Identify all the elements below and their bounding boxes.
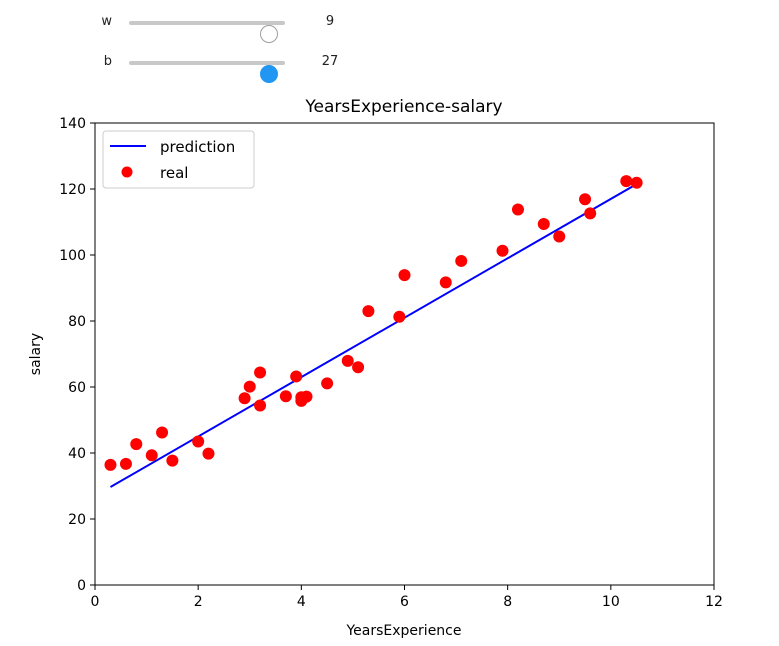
data-point — [104, 458, 117, 471]
chart-title: YearsExperience-salary — [304, 97, 502, 117]
x-tick-label: 0 — [91, 594, 100, 610]
data-point — [496, 244, 509, 257]
x-tick-label: 2 — [194, 594, 203, 610]
data-point — [630, 176, 643, 189]
x-tick-label: 12 — [705, 594, 723, 610]
data-point — [145, 449, 158, 462]
y-tick-label: 120 — [59, 182, 86, 198]
data-point — [511, 203, 524, 216]
y-tick-label: 140 — [59, 116, 86, 132]
data-point — [553, 230, 566, 243]
slider-b-label: b — [103, 54, 112, 69]
x-tick-label: 4 — [297, 594, 306, 610]
slider-w-track[interactable] — [129, 21, 285, 43]
x-tick-label: 6 — [400, 594, 409, 610]
data-point — [584, 207, 597, 220]
x-axis-label: YearsExperience — [345, 623, 461, 639]
plot-frame — [94, 122, 715, 586]
slider-w-thumb[interactable] — [260, 25, 279, 43]
slider-w-label: w — [101, 14, 112, 29]
data-point — [238, 392, 251, 405]
data-point — [352, 361, 365, 374]
data-point — [579, 193, 592, 206]
plot-area — [104, 175, 643, 488]
data-point — [279, 390, 292, 403]
x-tick-label: 8 — [503, 594, 512, 610]
x-tick-label: 10 — [602, 594, 620, 610]
y-axis-label: salary — [28, 333, 44, 375]
data-point — [243, 380, 256, 393]
y-tick-label: 20 — [68, 512, 86, 528]
prediction-line — [109, 183, 638, 488]
data-point — [398, 269, 411, 282]
data-point — [321, 377, 334, 390]
data-point — [290, 370, 303, 383]
y-tick-label: 0 — [77, 578, 86, 594]
slider-w-value: 9 — [325, 14, 335, 29]
data-point — [192, 435, 205, 448]
data-point — [439, 276, 452, 289]
y-tick-label: 60 — [68, 380, 86, 396]
legend-label-real: real — [160, 164, 188, 182]
data-point — [254, 399, 267, 412]
data-point — [341, 354, 354, 367]
data-point — [620, 175, 633, 188]
slider-row-b: b 27 — [80, 49, 380, 83]
data-point — [119, 457, 132, 470]
data-point — [455, 254, 468, 267]
y-tick-label: 40 — [68, 446, 86, 462]
data-point — [130, 438, 143, 451]
y-tick-label: 80 — [68, 314, 86, 330]
data-point — [202, 447, 215, 460]
data-point — [537, 217, 550, 230]
legend: prediction real — [102, 130, 255, 189]
slider-b-value: 27 — [321, 54, 339, 69]
data-point — [166, 454, 179, 467]
data-point — [362, 305, 375, 318]
data-point — [300, 390, 313, 403]
slider-b-thumb[interactable] — [260, 65, 279, 83]
slider-b-track[interactable] — [129, 61, 285, 83]
data-point — [254, 366, 267, 379]
data-point — [156, 426, 169, 439]
legend-label-prediction: prediction — [160, 138, 235, 156]
legend-dot-marker — [121, 166, 133, 178]
data-point — [393, 310, 406, 323]
y-tick-label: 100 — [59, 248, 86, 264]
slider-row-w: w 9 — [80, 9, 380, 43]
